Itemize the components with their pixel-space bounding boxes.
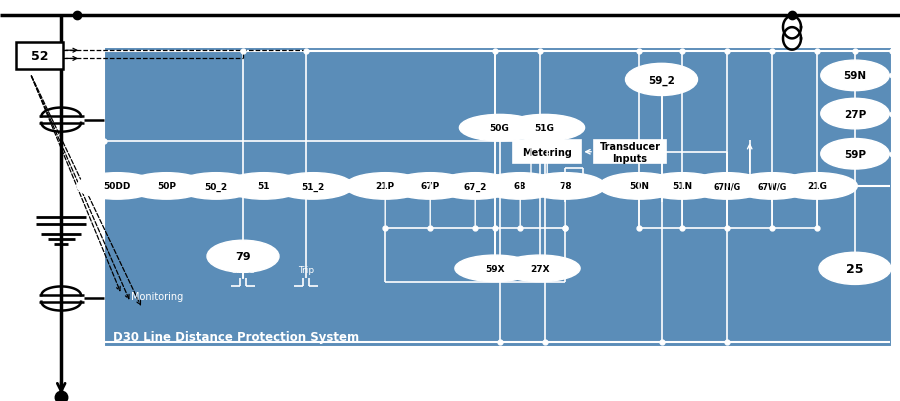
Ellipse shape [176,173,256,200]
Text: 51N: 51N [672,182,692,191]
Text: 52: 52 [31,50,49,63]
Text: 25: 25 [846,262,864,275]
Text: 59_2: 59_2 [648,75,675,85]
Bar [104,48,892,347]
Text: Metering: Metering [522,148,572,157]
Ellipse shape [76,173,158,200]
Text: Trip: Trip [298,266,314,275]
Text: 50G: 50G [490,124,509,133]
Text: 51: 51 [257,182,270,191]
Bar [513,141,581,164]
Text: 59P: 59P [844,150,866,159]
Ellipse shape [504,115,585,142]
Ellipse shape [480,173,561,200]
Text: 67N/G: 67N/G [714,182,741,191]
Text: 50P: 50P [157,182,176,191]
Ellipse shape [598,173,680,200]
Text: 51_2: 51_2 [302,182,325,191]
Text: 27P: 27P [844,109,866,119]
Text: D30 Line Distance Protection System: D30 Line Distance Protection System [113,330,359,343]
Circle shape [821,99,889,130]
Text: 27X: 27X [530,264,550,273]
Text: 67W/G: 67W/G [758,182,787,191]
Ellipse shape [390,173,471,200]
Text: 50N: 50N [629,182,649,191]
Text: Transducer
Inputs: Transducer Inputs [599,142,661,163]
Ellipse shape [454,255,536,282]
Ellipse shape [777,173,858,200]
Ellipse shape [500,255,580,282]
Text: 78: 78 [559,182,572,191]
Text: 21P: 21P [375,182,395,191]
Ellipse shape [642,173,723,200]
Circle shape [821,139,889,170]
Ellipse shape [273,173,354,200]
Circle shape [207,241,279,273]
Text: 50_2: 50_2 [204,182,228,191]
Circle shape [821,61,889,91]
Text: 50DD: 50DD [104,182,130,191]
Bar [594,141,666,164]
Ellipse shape [459,115,540,142]
Text: Monitoring: Monitoring [130,292,183,302]
Text: 59N: 59N [843,71,867,81]
Ellipse shape [435,173,516,200]
Text: 67P: 67P [420,182,440,191]
Text: Close: Close [230,266,256,275]
Ellipse shape [525,173,606,200]
Text: 51G: 51G [535,124,554,133]
Circle shape [626,64,698,96]
Bar [16,43,63,70]
Ellipse shape [345,173,426,200]
Ellipse shape [223,173,304,200]
Text: 67_2: 67_2 [464,182,487,191]
Text: 59X: 59X [485,264,505,273]
Ellipse shape [732,173,813,200]
Text: 21G: 21G [807,182,827,191]
Text: 68: 68 [514,182,526,191]
Text: 79: 79 [235,252,251,261]
Circle shape [819,253,891,285]
Ellipse shape [687,173,768,200]
Ellipse shape [126,173,207,200]
